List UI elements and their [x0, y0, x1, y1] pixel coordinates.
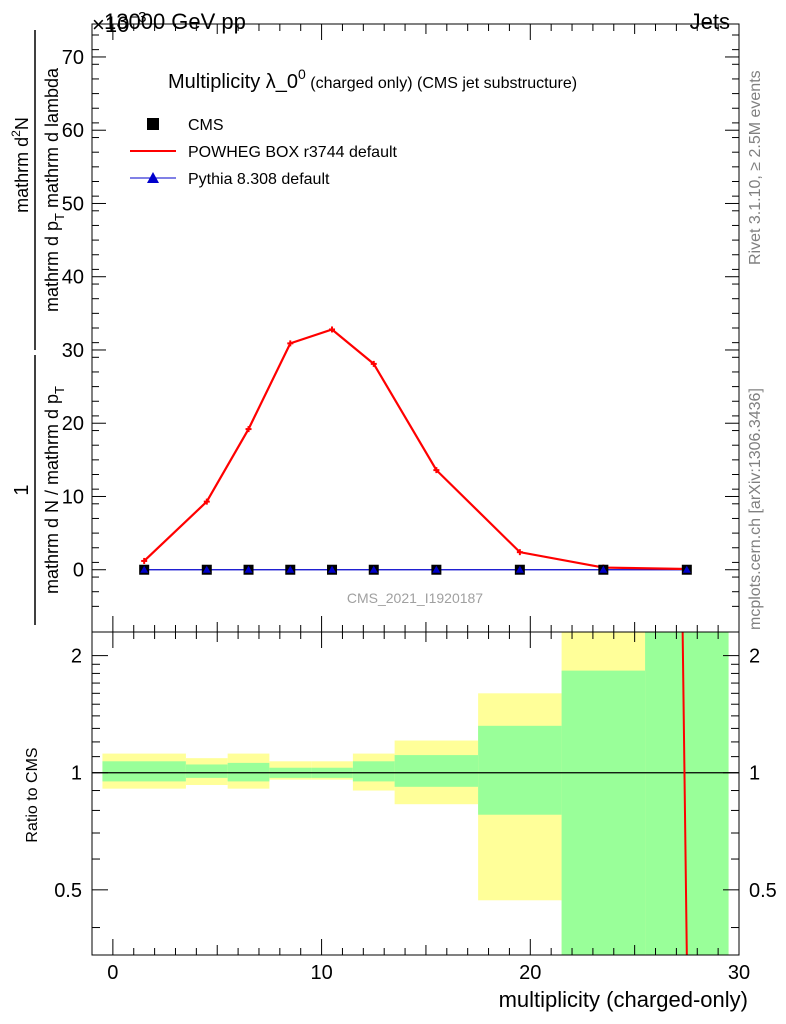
- xtick-label: 20: [519, 962, 541, 984]
- legend-cms-marker: [147, 118, 159, 130]
- ratio-band-inner: [394, 755, 479, 787]
- ratio-band-inner: [478, 725, 562, 815]
- ratio-band-inner: [352, 761, 395, 782]
- main-series: [139, 326, 692, 575]
- ratio-ytick-label-right: 1: [749, 763, 760, 785]
- powheg-series-line: [143, 328, 687, 571]
- ratio-y-label: Ratio to CMS: [24, 747, 41, 842]
- ratio-frame: [91, 631, 740, 956]
- main-ytick-label: 70: [62, 47, 84, 69]
- ratio-y-axis: 0.5 0.5 1 1 2 2: [54, 646, 777, 929]
- x-axis-label: multiplicity (charged-only): [499, 987, 748, 1012]
- plot-title: Multiplicity λ_00 (charged only) (CMS je…: [168, 66, 577, 93]
- ratio-bands: [102, 632, 729, 955]
- ratio-band-inner: [185, 764, 228, 778]
- side-text-top: Rivet 3.1.10, ≥ 2.5M events: [747, 70, 764, 265]
- powheg-ratio-line: [681, 631, 688, 956]
- legend-label-powheg: POWHEG BOX r3744 default: [188, 144, 398, 161]
- main-y-axis: 0 10 20 30 40 50 60 70: [62, 34, 739, 607]
- pythia-point: [328, 565, 337, 573]
- xtick-label: 10: [310, 962, 332, 984]
- legend-label-cms: CMS: [188, 117, 224, 134]
- pythia-point: [432, 565, 441, 573]
- ratio-lines: [92, 631, 739, 956]
- main-ytick-label: 30: [62, 340, 84, 362]
- main-y-label: 1 mathrm d N / mathrm d pT mathrm d2N ma…: [9, 30, 67, 625]
- ratio-band-inner: [561, 670, 646, 955]
- header-left: 13000 GeV pp: [104, 9, 246, 34]
- main-x-ticks: [91, 24, 740, 632]
- main-ytick-label: 50: [62, 193, 84, 215]
- watermark: CMS_2021_I1920187: [347, 590, 483, 606]
- pythia-point: [515, 565, 524, 573]
- ratio-ytick-label: 1: [71, 763, 82, 785]
- ratio-band-inner: [102, 761, 186, 782]
- ylabel-numerator: 1: [11, 484, 33, 495]
- xtick-label: 30: [728, 962, 750, 984]
- main-ytick-label: 20: [62, 413, 84, 435]
- main-ytick-label: 0: [73, 560, 84, 582]
- legend: CMS POWHEG BOX r3744 default Pythia 8.308 …: [130, 117, 398, 188]
- legend-label-pythia: Pythia 8.308 default: [188, 171, 330, 188]
- pythia-point: [369, 565, 378, 573]
- pythia-point: [599, 565, 608, 573]
- pythia-point: [682, 565, 691, 573]
- ylabel-rhs-denominator: mathrm d pT mathrm d lambda: [42, 67, 67, 312]
- pythia-point: [202, 565, 211, 573]
- ratio-panel: 0.5 0.5 1 1 2 2 0 10 20 30: [54, 631, 777, 984]
- xtick-label: 0: [107, 962, 118, 984]
- ylabel-rhs-numerator: mathrm d2N: [9, 117, 32, 213]
- ratio-ytick-label-right: 0.5: [749, 880, 777, 902]
- main-frame: [91, 23, 740, 633]
- main-ytick-label: 10: [62, 486, 84, 508]
- main-panel: 0 10 20 30 40 50 60 70 Multiplicity λ_00 (charg…: [62, 23, 740, 633]
- pythia-point: [286, 565, 295, 573]
- pythia-point: [244, 565, 253, 573]
- pythia-point: [140, 565, 149, 573]
- main-ytick-label: 40: [62, 267, 84, 289]
- ratio-ytick-label: 2: [71, 646, 82, 668]
- main-ytick-label: 60: [62, 120, 84, 142]
- ratio-ytick-label-right: 2: [749, 646, 760, 668]
- ylabel-denominator: mathrm d N / mathrm d pT: [42, 386, 67, 594]
- ratio-x-axis: 0 10 20 30: [91, 632, 750, 984]
- header-right: Jets: [690, 9, 730, 34]
- side-text-bottom: mcplots.cern.ch [arXiv:1306.3436]: [747, 388, 764, 630]
- legend-pythia-marker: [147, 172, 159, 183]
- ratio-ytick-label: 0.5: [54, 880, 82, 902]
